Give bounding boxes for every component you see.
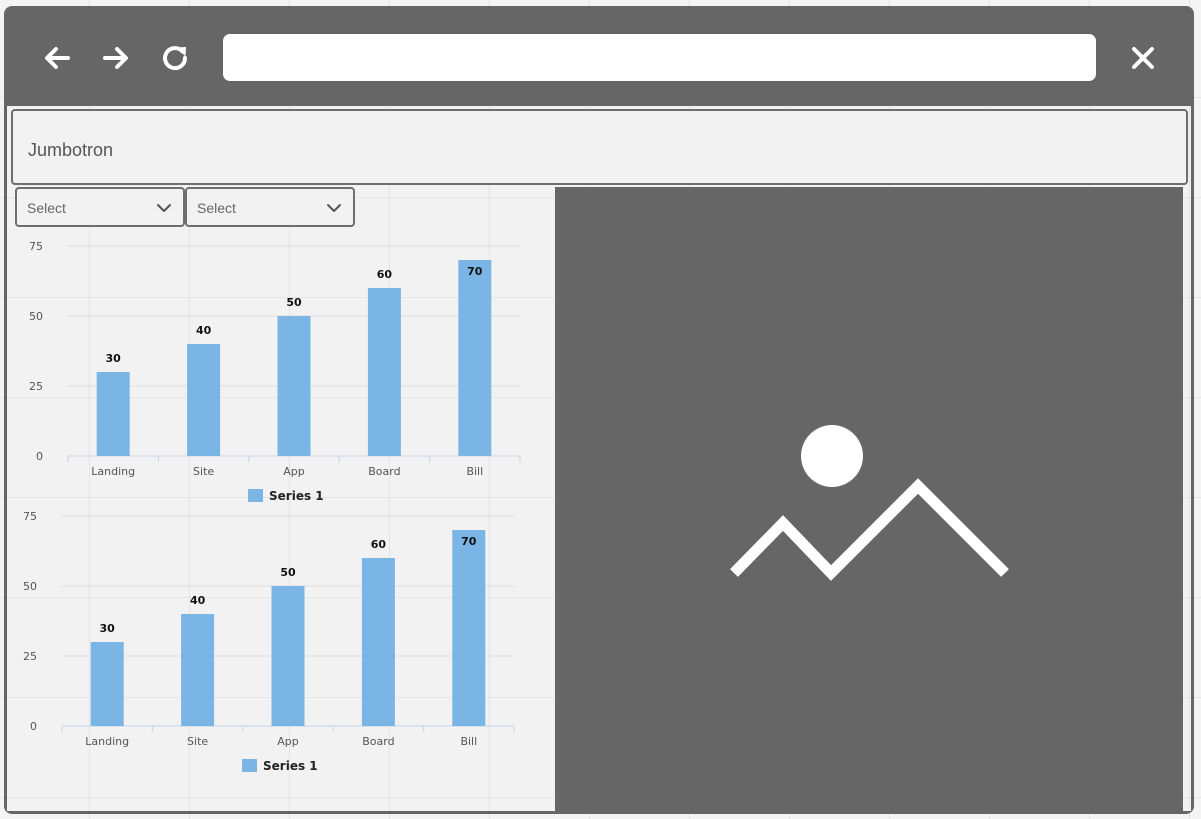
- legend-swatch: [242, 759, 257, 772]
- bar-chart-2: 0 25 50 75 30 Landing 40 Site 50 App 60 Board 70 Bill…: [23, 510, 515, 773]
- select-value: Select: [27, 200, 66, 216]
- data-label: 30: [106, 352, 122, 365]
- x-tick-label: Site: [193, 465, 214, 478]
- bar: [271, 586, 305, 726]
- data-label: 60: [377, 268, 393, 281]
- close-icon: [1132, 47, 1154, 69]
- jumbotron: Jumbotron: [11, 109, 1188, 185]
- x-tick-label: Board: [362, 735, 394, 748]
- data-label: 50: [286, 296, 302, 309]
- bar: [367, 288, 401, 456]
- chevron-down-icon: [327, 204, 341, 212]
- bar: [458, 260, 492, 456]
- data-label: 40: [190, 594, 206, 607]
- data-label: 40: [196, 324, 212, 337]
- y-tick-label: 75: [29, 240, 43, 253]
- filter-select-2[interactable]: Select: [185, 187, 355, 227]
- browser-window: Jumbotron Select Select 0 25 50 75 30 Landing…: [4, 6, 1194, 814]
- filter-select-1[interactable]: Select: [15, 187, 185, 227]
- y-tick-label: 50: [29, 310, 43, 323]
- bar: [96, 372, 130, 456]
- select-value: Select: [197, 200, 236, 216]
- arrow-left-icon: [45, 47, 70, 69]
- x-tick-label: App: [277, 735, 299, 748]
- image-placeholder-icon: [730, 425, 1009, 581]
- bar: [187, 344, 221, 456]
- forward-button[interactable]: [99, 41, 133, 75]
- url-input[interactable]: [223, 34, 1096, 81]
- bar: [277, 316, 311, 456]
- browser-toolbar: [4, 6, 1194, 106]
- y-tick-label: 25: [23, 650, 37, 663]
- bar: [181, 614, 215, 726]
- bar-chart-1: 0 25 50 75 30 Landing 40 Site 50 App 60 Board 70 Bill…: [29, 240, 521, 503]
- reload-button[interactable]: [158, 41, 192, 75]
- y-tick-label: 0: [30, 720, 37, 733]
- jumbotron-title: Jumbotron: [28, 140, 114, 160]
- x-tick-label: Landing: [91, 465, 135, 478]
- refresh-icon: [163, 46, 188, 71]
- y-tick-label: 25: [29, 380, 43, 393]
- data-label: 30: [100, 622, 116, 635]
- x-tick-label: Bill: [466, 465, 483, 478]
- x-tick-label: Landing: [85, 735, 129, 748]
- data-label: 60: [371, 538, 387, 551]
- data-label: 70: [467, 265, 483, 278]
- y-tick-label: 75: [23, 510, 37, 523]
- image-placeholder: [555, 187, 1183, 811]
- x-tick-label: App: [283, 465, 305, 478]
- x-tick-label: Site: [187, 735, 208, 748]
- back-button[interactable]: [40, 41, 74, 75]
- x-tick-label: Bill: [460, 735, 477, 748]
- bar: [452, 530, 486, 726]
- chevron-down-icon: [157, 204, 171, 212]
- legend-label: Series 1: [269, 489, 324, 503]
- legend-swatch: [248, 489, 263, 502]
- y-tick-label: 50: [23, 580, 37, 593]
- x-tick-label: Board: [368, 465, 400, 478]
- page-content: Jumbotron Select Select 0 25 50 75 30 Landing…: [7, 106, 1191, 811]
- data-label: 70: [461, 535, 477, 548]
- bar: [90, 642, 124, 726]
- legend-label: Series 1: [263, 759, 318, 773]
- y-tick-label: 0: [36, 450, 43, 463]
- bar: [361, 558, 395, 726]
- close-button[interactable]: [1126, 41, 1160, 75]
- arrow-right-icon: [103, 47, 128, 69]
- data-label: 50: [280, 566, 296, 579]
